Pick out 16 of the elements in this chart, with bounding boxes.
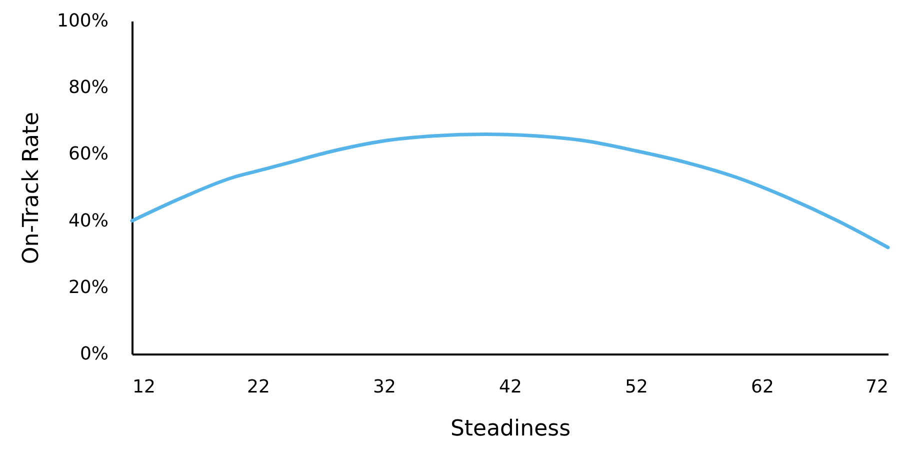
line-series [130,132,890,250]
y-tick-label: 20% [68,276,108,298]
y-tick-label: 60% [68,144,108,165]
x-tick-label: 72 [866,376,888,398]
x-tick-label: 32 [373,376,396,398]
y-tick-label: 0% [80,344,108,364]
x-tick-label: 52 [625,376,648,398]
y-axis-title: On-Track Rate [19,112,44,264]
y-tick-label: 100% [57,10,108,32]
y-tick-label: 40% [68,210,108,232]
x-tick-label: 62 [751,376,774,398]
x-tick-label: 22 [247,376,270,398]
x-tick-label: 12 [132,376,156,398]
x-axis-title: Steadiness [450,416,571,442]
x-tick-label: 42 [499,376,522,398]
y-tick-label: 80% [68,77,108,98]
